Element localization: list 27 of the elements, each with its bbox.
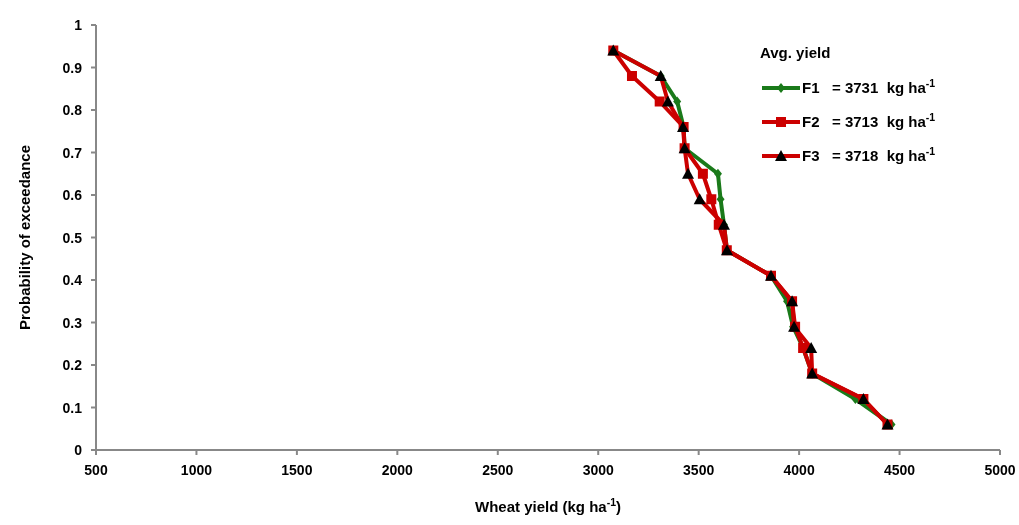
legend-label: F3 = 3718 kg ha$^{-1}$	[802, 145, 936, 164]
y-tick-label: 0.1	[62, 399, 83, 416]
x-tick-label: 500	[84, 462, 108, 478]
y-tick-label: 0.8	[62, 102, 83, 118]
y-tick-label: 0.6	[62, 187, 83, 203]
y-tick-label: 0	[74, 442, 83, 458]
x-tick-label: 5000	[984, 462, 1016, 478]
y-tick-label: 1	[74, 17, 83, 33]
y-tick-label: 0.7	[62, 144, 83, 161]
x-tick-label: 3500	[683, 462, 715, 478]
legend-title: Avg. yield	[760, 44, 831, 61]
legend-label: F2 = 3713 kg ha$^{-1}$	[802, 111, 936, 130]
x-tick-label: 2500	[482, 462, 514, 478]
y-axis-title: Probability of exceedance	[16, 144, 33, 331]
y-tick-label: 0.2	[62, 357, 83, 373]
x-tick-label: 4000	[783, 462, 815, 478]
x-tick-label: 3000	[582, 462, 614, 478]
x-axis-title: Wheat yield (kg ha$^{-1}$)	[474, 496, 622, 515]
y-tick-label: 0.3	[62, 314, 83, 331]
y-tick-label: 0.9	[62, 59, 83, 76]
y-tick-label: 0.5	[62, 229, 83, 246]
legend-label: F1 = 3731 kg ha$^{-1}$	[802, 77, 936, 96]
x-tick-label: 4500	[883, 462, 916, 478]
y-tick-label: 0.4	[62, 272, 83, 288]
x-tick-label: 1500	[281, 462, 313, 478]
x-tick-label: 1000	[180, 462, 213, 478]
x-tick-label: 2000	[381, 462, 414, 478]
